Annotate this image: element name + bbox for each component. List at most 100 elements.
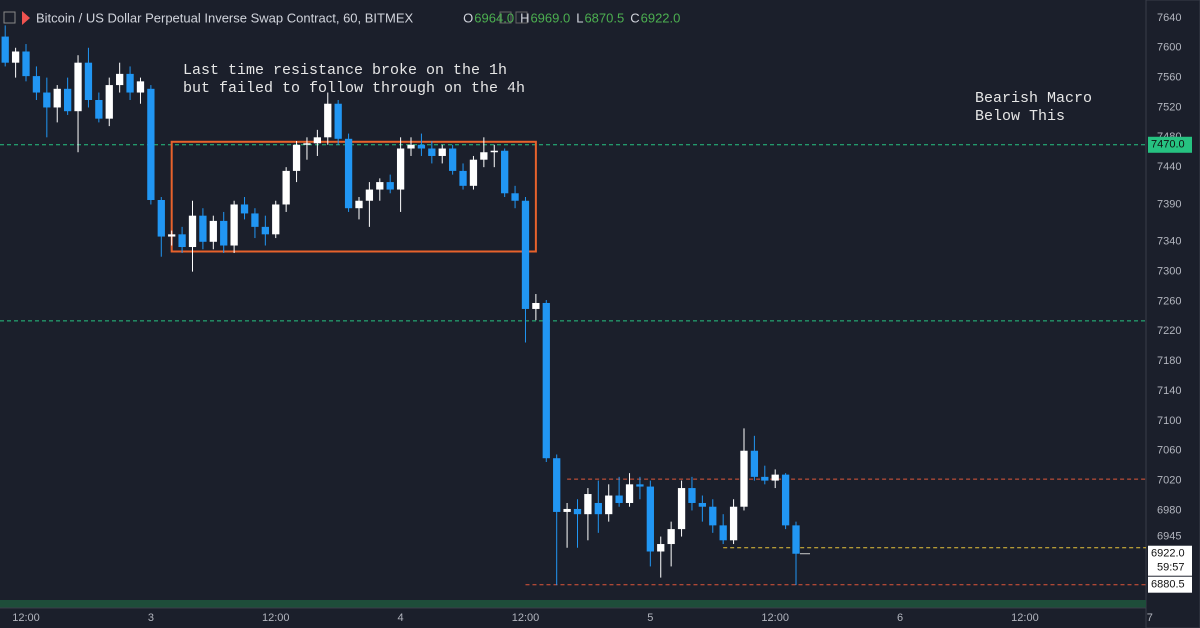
candle-body xyxy=(157,200,165,237)
candle-body xyxy=(199,215,207,242)
candle-body xyxy=(126,73,134,93)
candle-body xyxy=(657,544,665,552)
x-tick-label: 5 xyxy=(647,612,653,624)
x-tick-label: 12:00 xyxy=(1011,612,1039,624)
price-tag-label: 6922.0 xyxy=(1151,548,1185,560)
candle-body xyxy=(105,85,113,119)
price-tag-label: 7470.0 xyxy=(1151,139,1185,151)
price-tag xyxy=(1148,545,1192,576)
candle-body xyxy=(84,62,93,100)
candle-body xyxy=(521,200,530,309)
candle-body xyxy=(625,484,634,503)
ohlc-label: H xyxy=(520,10,529,25)
candle-body xyxy=(365,189,374,201)
settings-icon[interactable] xyxy=(499,11,512,24)
candle-body xyxy=(407,144,415,149)
candle-body xyxy=(313,137,322,144)
candle-body xyxy=(32,76,41,93)
candle-body xyxy=(573,508,582,515)
y-tick-label: 6945 xyxy=(1157,530,1181,542)
candle-body xyxy=(750,450,759,477)
y-tick-label: 7060 xyxy=(1157,445,1181,457)
x-tick-label: 12:00 xyxy=(262,612,290,624)
candle-body xyxy=(448,148,457,171)
candle-body xyxy=(646,486,654,552)
candle-body xyxy=(386,182,394,190)
candle-body xyxy=(615,495,623,503)
candle-body xyxy=(63,88,72,112)
candle-body xyxy=(771,474,779,481)
plot xyxy=(0,25,1146,586)
candle-body xyxy=(438,148,446,156)
volume-strip xyxy=(0,600,1146,608)
price-axis xyxy=(1145,0,1200,628)
candle-body xyxy=(292,144,301,171)
candle-body xyxy=(230,204,238,246)
candle-body xyxy=(469,159,478,186)
candle-body xyxy=(667,529,675,545)
candle-body xyxy=(43,92,51,108)
y-tick-label: 7640 xyxy=(1157,12,1181,24)
candle-body xyxy=(792,525,800,554)
x-tick-label: 4 xyxy=(398,612,404,624)
y-tick-label: 7300 xyxy=(1157,266,1181,278)
range-box xyxy=(170,140,537,253)
candle-body xyxy=(636,484,644,487)
candle-body xyxy=(740,450,748,507)
x-tick-label: 12:00 xyxy=(12,612,40,624)
candle-body xyxy=(553,458,561,512)
candle-body xyxy=(116,73,124,86)
candle-body xyxy=(729,506,738,541)
candle-body xyxy=(168,234,176,237)
y-tick-label: 7600 xyxy=(1157,42,1181,54)
candle-body xyxy=(698,502,707,507)
y-tick-label: 7520 xyxy=(1157,101,1181,113)
candle-body xyxy=(355,200,363,209)
candle-body xyxy=(95,100,103,119)
candle-body xyxy=(688,488,696,503)
y-tick-label: 7020 xyxy=(1157,475,1181,487)
candle-body xyxy=(594,502,602,515)
candle-body xyxy=(428,148,436,156)
y-tick-label: 7260 xyxy=(1157,295,1181,307)
candle-body xyxy=(136,81,145,93)
annotation: Bearish Macro xyxy=(975,90,1092,107)
annotation: but failed to follow through on the 4h xyxy=(183,80,525,97)
y-tick-label: 7560 xyxy=(1157,72,1181,84)
ohlc-label: C xyxy=(630,10,639,25)
candle-body xyxy=(480,152,488,160)
ohlc-value: 6969.0 xyxy=(530,10,570,25)
candle-body xyxy=(261,226,269,235)
candle-body xyxy=(22,51,30,77)
y-tick-label: 7390 xyxy=(1157,198,1181,210)
candle-body xyxy=(282,170,290,205)
ohlc-label: O xyxy=(463,10,473,25)
candle-body xyxy=(376,182,384,190)
y-tick-label: 7220 xyxy=(1157,325,1181,337)
candle-body xyxy=(240,204,249,214)
candle-body xyxy=(781,474,790,526)
ohlc-value: 6870.5 xyxy=(584,10,624,25)
candle-body xyxy=(220,220,228,246)
candle-body xyxy=(511,193,519,201)
ohlc-label: L xyxy=(576,10,583,25)
y-tick-label: 7340 xyxy=(1157,236,1181,248)
candle-body xyxy=(303,143,311,145)
candle-body xyxy=(490,150,498,153)
y-tick-label: 6980 xyxy=(1157,504,1181,516)
price-tag-label: 6880.5 xyxy=(1151,579,1185,591)
candle-body xyxy=(1,36,9,63)
candle-body xyxy=(542,302,550,459)
candle-body xyxy=(74,62,82,112)
candle-body xyxy=(178,234,186,248)
candle-body xyxy=(709,506,717,526)
price-tag xyxy=(1148,576,1192,593)
candle-body xyxy=(563,508,571,512)
candle-body xyxy=(209,220,217,242)
expand-icon[interactable] xyxy=(3,11,16,24)
hide-icon[interactable] xyxy=(515,11,528,24)
candle-body xyxy=(396,148,405,190)
price-tag xyxy=(1148,136,1192,153)
